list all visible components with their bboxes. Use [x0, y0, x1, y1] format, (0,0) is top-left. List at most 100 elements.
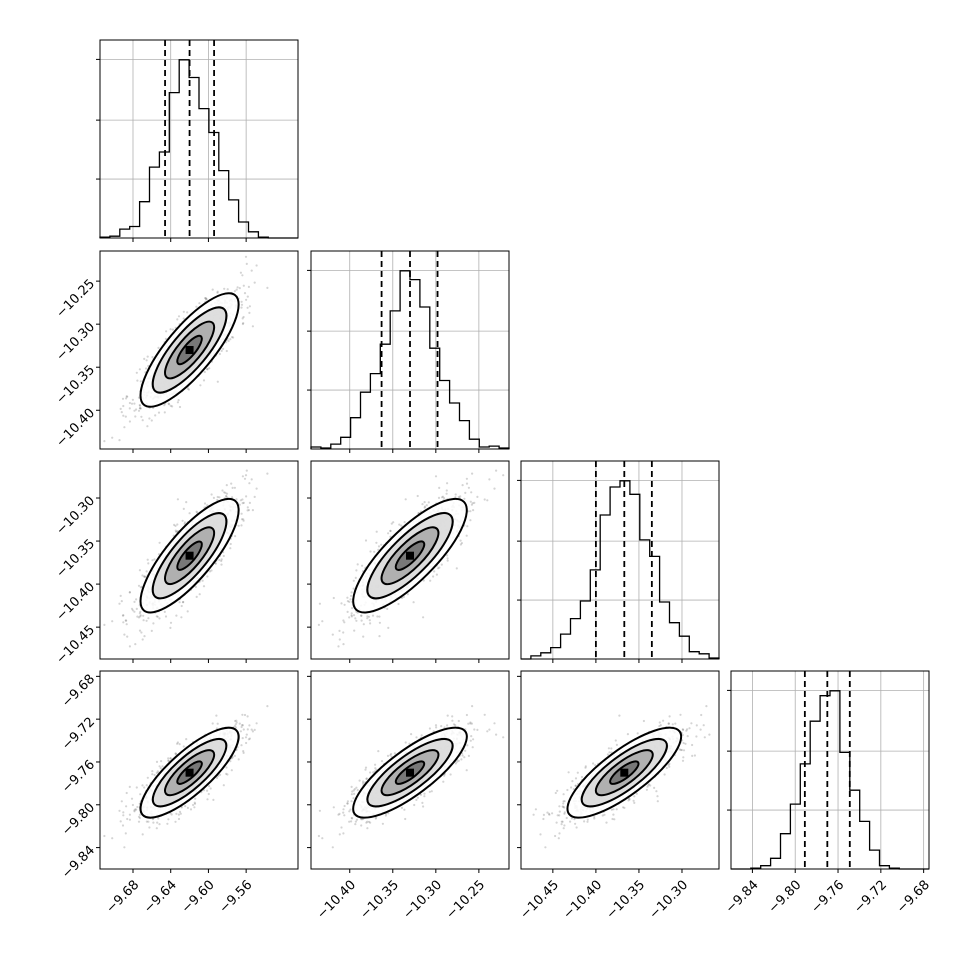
sample-point	[166, 822, 169, 825]
sample-point	[223, 491, 226, 494]
sample-point	[180, 604, 183, 608]
sample-point	[225, 484, 228, 487]
sample-point	[178, 743, 181, 746]
sample-point	[392, 521, 395, 524]
sample-point	[467, 486, 470, 489]
sample-point	[266, 472, 269, 475]
sample-point	[182, 507, 185, 510]
sample-point	[206, 368, 209, 371]
y-tick-label: −10.30	[53, 320, 98, 365]
sample-point	[248, 311, 251, 314]
sample-point	[135, 786, 138, 789]
sample-point	[242, 284, 245, 287]
sample-point	[163, 404, 166, 407]
sample-point	[243, 477, 247, 480]
sample-point	[220, 558, 223, 561]
sample-point	[465, 482, 469, 485]
sample-point	[423, 506, 426, 509]
sample-point	[229, 547, 232, 550]
sample-point	[250, 269, 253, 272]
sample-point	[121, 397, 125, 400]
sample-point	[244, 255, 248, 258]
sample-point	[352, 614, 356, 617]
sample-point	[434, 475, 438, 478]
sample-point	[143, 575, 146, 578]
sample-point	[188, 512, 191, 515]
sample-point	[234, 723, 237, 726]
sample-point	[240, 744, 243, 747]
sample-point	[246, 306, 249, 309]
sample-point	[244, 736, 248, 739]
sample-point	[321, 620, 324, 623]
sample-point	[156, 615, 159, 618]
sample-point	[167, 818, 170, 821]
y-tick-label: −10.30	[53, 493, 98, 538]
sample-point	[238, 287, 241, 290]
sample-point	[139, 380, 142, 383]
sample-point	[464, 491, 467, 494]
sample-point	[351, 607, 354, 610]
sample-point	[133, 402, 136, 405]
sample-point	[133, 610, 136, 613]
y-tick-label: −9.80	[59, 800, 98, 839]
sample-point	[169, 621, 173, 624]
sample-point	[495, 469, 498, 472]
sample-point	[253, 728, 256, 732]
sample-point	[255, 722, 258, 725]
sample-point	[241, 317, 244, 320]
sample-point	[233, 486, 236, 489]
sample-point	[266, 705, 269, 708]
sample-point	[126, 817, 129, 821]
sample-point	[230, 769, 233, 772]
sample-point	[167, 759, 170, 762]
sample-point	[404, 817, 407, 821]
sample-point	[119, 594, 122, 598]
sample-point	[138, 569, 141, 572]
sample-point	[163, 610, 166, 614]
sample-point	[198, 593, 201, 596]
sample-point	[139, 614, 142, 617]
sample-point	[176, 318, 179, 321]
sample-point	[130, 797, 134, 800]
sample-point	[387, 532, 390, 535]
y-tick-label: −10.45	[53, 623, 98, 668]
y-tick-label: −10.35	[53, 363, 98, 408]
sample-point	[225, 349, 228, 353]
sample-point	[128, 813, 131, 816]
contour-line	[176, 334, 203, 366]
sample-point	[145, 820, 148, 823]
sample-point	[130, 402, 134, 405]
sample-point	[140, 415, 143, 418]
sample-point	[229, 542, 232, 546]
sample-point	[206, 789, 209, 792]
sample-point	[237, 524, 240, 527]
sample-point	[216, 722, 219, 725]
sample-point	[169, 328, 172, 331]
panel-frame	[99, 250, 299, 450]
sample-point	[125, 619, 128, 622]
sample-point	[151, 559, 154, 562]
sample-point	[229, 338, 232, 341]
sample-point	[437, 567, 440, 570]
x-tick-label: −9.56	[217, 878, 256, 917]
sample-point	[240, 725, 243, 729]
sample-point	[118, 439, 121, 442]
sample-point	[245, 298, 248, 301]
sample-point	[460, 542, 463, 545]
sample-point	[153, 558, 156, 561]
sample-point	[206, 367, 209, 371]
sample-point	[377, 545, 381, 548]
panel-frame	[310, 250, 510, 450]
sample-point	[211, 288, 214, 291]
sample-point	[354, 576, 357, 580]
sample-point	[174, 529, 177, 532]
sample-point	[163, 411, 166, 414]
sample-point	[371, 614, 375, 617]
sample-point	[141, 419, 144, 422]
sample-point	[398, 523, 401, 526]
density-peak	[185, 551, 194, 560]
sample-point	[139, 615, 142, 618]
sample-point	[128, 591, 131, 594]
sample-point	[246, 509, 249, 512]
sample-point	[366, 615, 369, 618]
